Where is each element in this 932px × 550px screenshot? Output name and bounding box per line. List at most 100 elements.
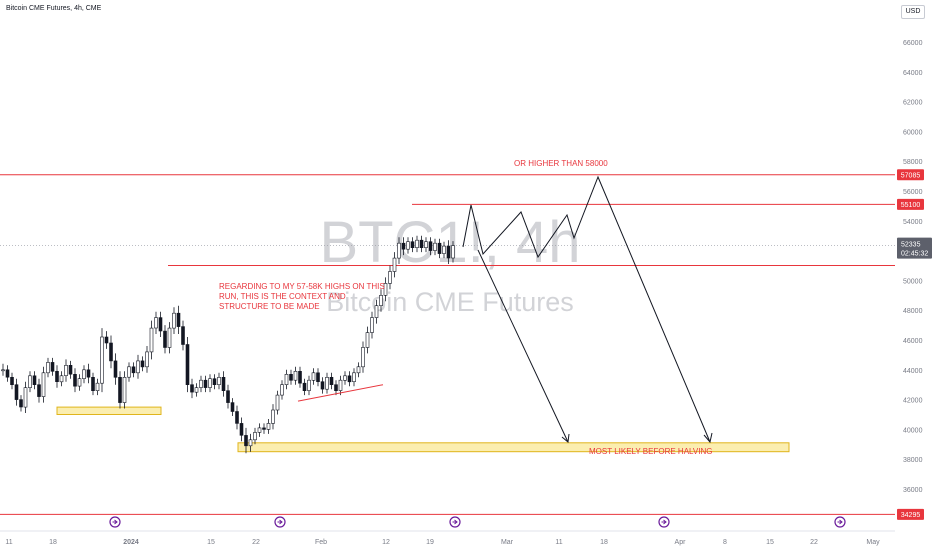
y-tick-label: 54000 (903, 219, 923, 226)
x-tick-label: 8 (723, 539, 727, 546)
candle-body (356, 366, 361, 374)
candle-body (419, 239, 424, 248)
candle-body (446, 245, 451, 259)
candle-body (55, 370, 59, 382)
price-level-label-bg (897, 508, 924, 520)
candle-body (230, 402, 235, 412)
y-tick-label: 42000 (903, 398, 923, 405)
candle-body (442, 245, 446, 254)
x-tick-label: 11 (5, 539, 12, 546)
candle-body (320, 381, 325, 390)
event-marker-arrow (112, 519, 118, 525)
candle-body (194, 387, 199, 393)
y-tick-label: 66000 (903, 40, 923, 47)
candle-body (19, 399, 23, 408)
candle-body (415, 239, 419, 248)
candle-body (401, 242, 406, 250)
candle-body (163, 330, 167, 348)
y-tick-label: 44000 (903, 368, 923, 375)
candle-body (266, 423, 271, 430)
candle-body (410, 241, 415, 248)
candle-body (185, 344, 190, 386)
time-axis[interactable]: 11 18 2024 15 22 Feb 12 19 Mar 11 18 Apr 8 15 22 May (0, 530, 895, 546)
x-tick-label: Feb (315, 539, 327, 546)
candle-body (176, 312, 181, 327)
candle-body (14, 384, 19, 400)
candle-body (37, 384, 41, 397)
candle-body (122, 376, 127, 403)
candle-body (392, 257, 397, 272)
event-marker-arrow (277, 519, 283, 525)
candle-body (154, 317, 158, 329)
candle-body (217, 376, 221, 385)
candle-body (140, 360, 145, 368)
candle-body (433, 242, 437, 251)
candle-body (127, 366, 131, 378)
candle-body (284, 373, 289, 385)
x-tick-label: 19 (426, 539, 434, 546)
candle-body (41, 372, 46, 397)
candle-body (374, 305, 379, 318)
levels-layer: 57085 55100 34295 52335 02:45:32 (0, 169, 932, 520)
watermark-name: Bitcoin CME Futures (326, 287, 574, 317)
candle-body (248, 439, 253, 447)
candle-body (100, 336, 104, 384)
events-layer[interactable] (109, 516, 846, 528)
candle-body (199, 379, 203, 388)
support-zone (56, 406, 162, 416)
y-tick-label: 58000 (903, 159, 923, 166)
candle-body (95, 382, 100, 392)
candle-body (145, 351, 149, 368)
candle-body (203, 379, 208, 388)
candle-body (113, 360, 118, 378)
candle-body (383, 283, 388, 296)
price-axis[interactable]: 66000 64000 62000 60000 58000 56000 54000 50000… (903, 40, 923, 494)
zones-layer (56, 406, 790, 453)
event-marker-arrow (452, 519, 458, 525)
candle-body (104, 336, 109, 344)
drawings-layer (297, 175, 713, 444)
candle-body (239, 423, 244, 436)
current-price-label: 52335 (901, 242, 921, 249)
candle-body (293, 370, 298, 381)
y-tick-label: 38000 (903, 457, 923, 464)
candle-body (316, 372, 320, 382)
projection-path-drop (477, 249, 569, 443)
projection-arrowhead-drop (561, 433, 570, 443)
annotation-context-line-3: STRUCTURE TO BE MADE (219, 302, 320, 311)
chart-title: Bitcoin CME Futures, 4h, CME (6, 5, 102, 12)
y-tick-label: 50000 (903, 278, 923, 285)
price-level-label-bg (897, 198, 924, 210)
candle-body (334, 384, 338, 392)
candle-body (64, 364, 68, 376)
candle-body (311, 372, 316, 381)
candle-body (208, 378, 212, 388)
x-tick-label: 15 (207, 539, 215, 546)
candle-body (307, 379, 311, 391)
watermark-symbol: BTC1!, 4h (319, 210, 580, 275)
x-tick-label: 11 (555, 539, 562, 546)
trend-line (297, 384, 384, 402)
candle-body (5, 369, 10, 378)
event-marker-arrow (661, 519, 667, 525)
current-price-label-bg (897, 237, 932, 259)
candle-body (181, 326, 185, 345)
annotation-halving: MOST LIKELY BEFORE HALVING (589, 447, 712, 456)
candle-body (131, 366, 136, 374)
candle-body (338, 379, 343, 391)
candle-body (347, 375, 352, 383)
candle-body (388, 271, 392, 284)
x-tick-label: 15 (766, 539, 774, 546)
currency-button[interactable]: USD (901, 5, 925, 19)
y-tick-label: 36000 (903, 487, 923, 494)
candle-body (158, 317, 163, 332)
candle-body (172, 312, 176, 329)
candle-body (46, 362, 50, 374)
candle-body (82, 369, 86, 379)
watermark: BTC1!, 4h Bitcoin CME Futures (319, 210, 580, 317)
candle-body (59, 375, 64, 383)
y-tick-label: 60000 (903, 129, 923, 136)
candle-body (424, 241, 428, 248)
candle-body (406, 241, 410, 250)
